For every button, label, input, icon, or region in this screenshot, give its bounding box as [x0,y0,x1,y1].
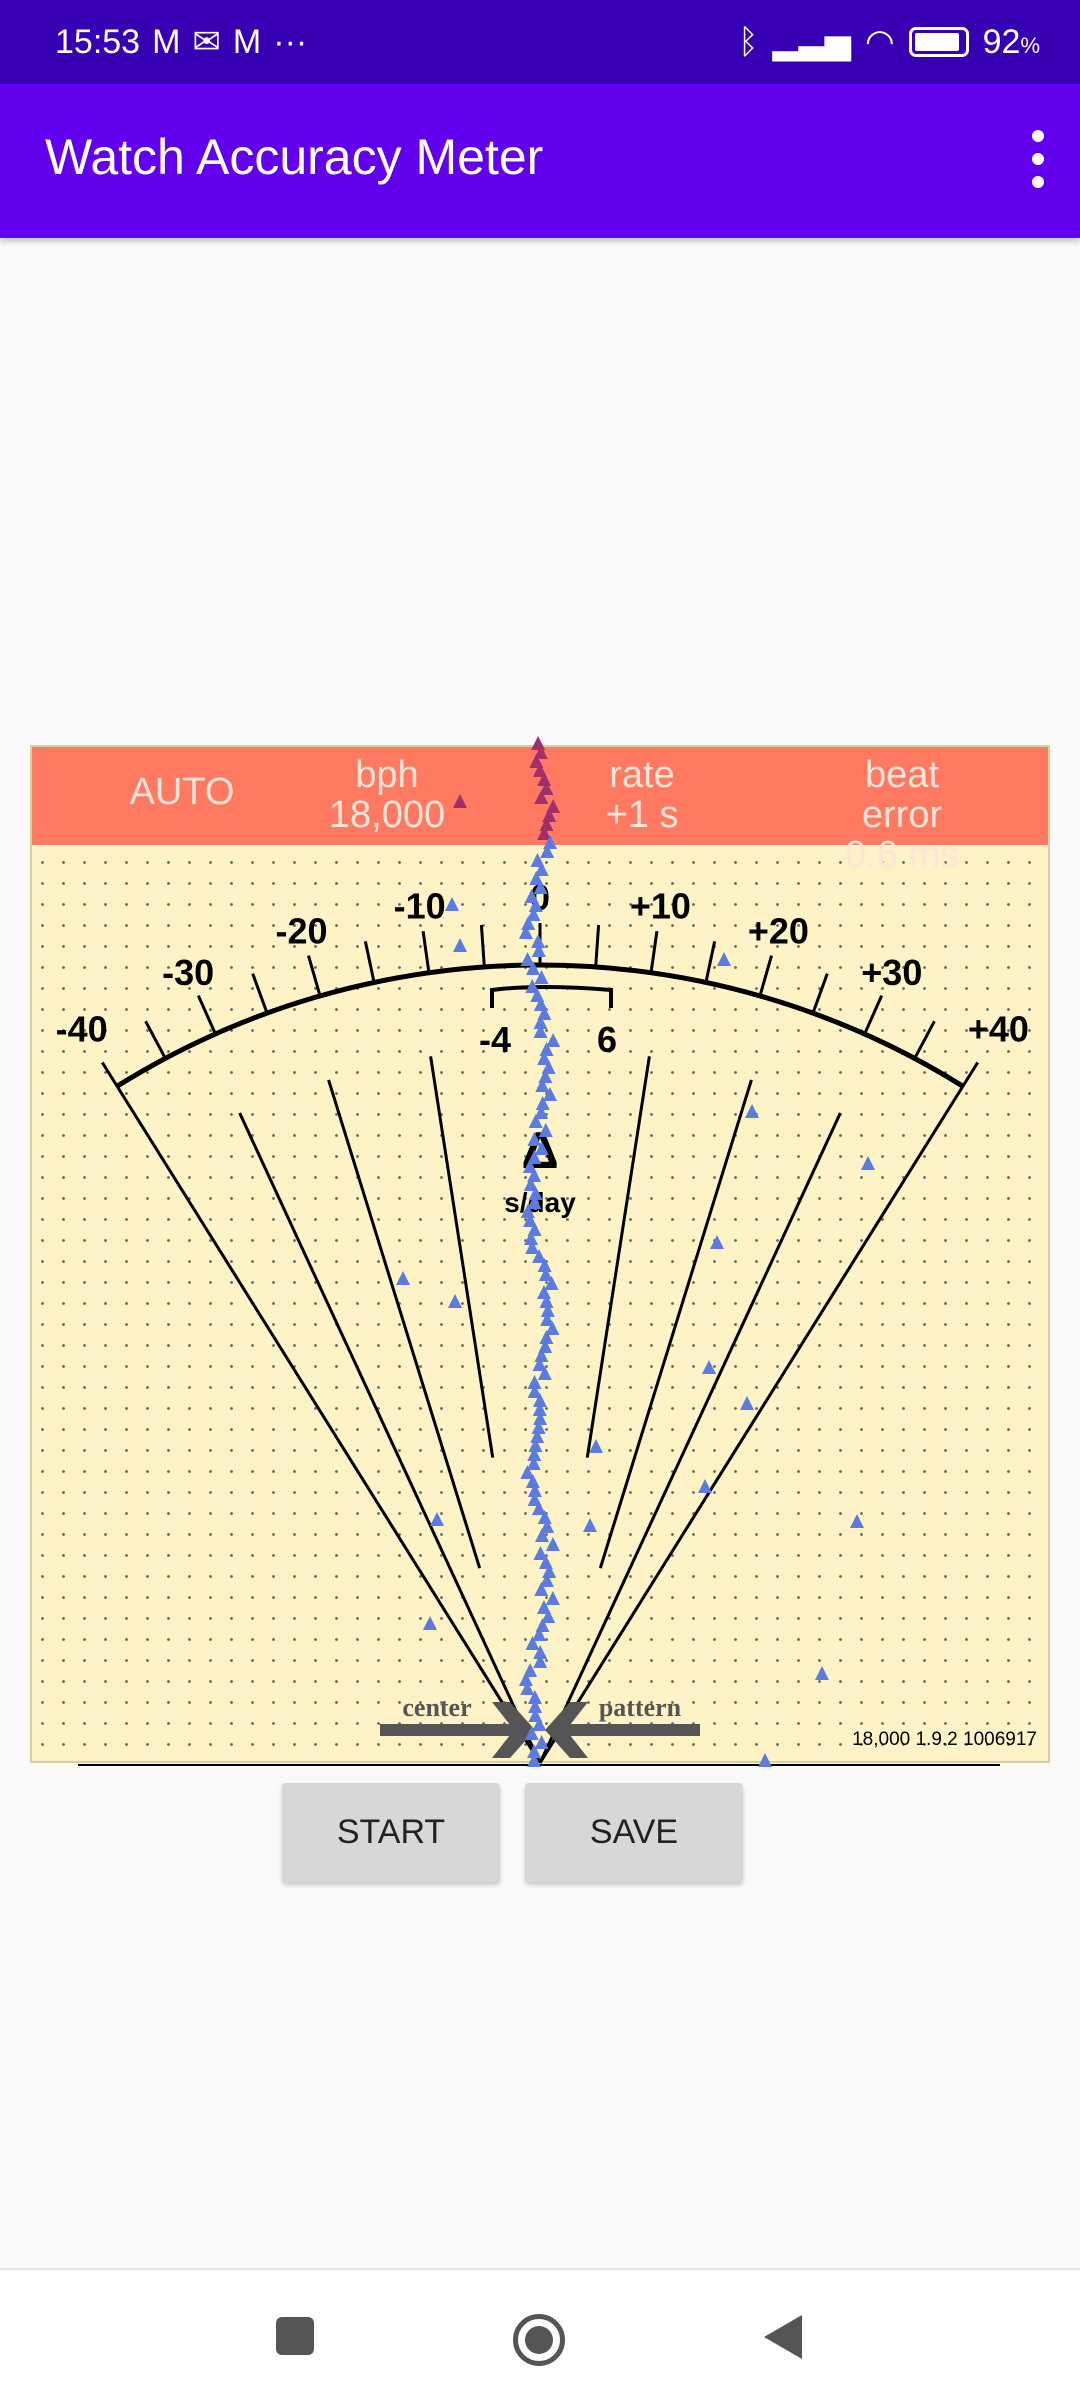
bph-readout: bph 18,000 [328,754,446,836]
meter-header: AUTO bph 18,000 rate +1 s beat error 0.6 ms [32,747,1048,875]
save-button[interactable]: SAVE [525,1783,743,1882]
rate-readout: rate +1 s [605,754,679,836]
signal-icon: ▂▃▅ [772,23,851,61]
outlook-icon: ✉ [192,23,221,61]
battery-icon [908,27,969,57]
start-button[interactable]: START [282,1783,500,1882]
app-title: Watch Accuracy Meter [45,129,544,185]
meter-panel: AUTO bph 18,000 rate +1 s beat error 0.6 ms [30,745,1050,1763]
overflow-menu-icon[interactable] [1018,124,1058,194]
gmail-icon: M [152,22,181,61]
beat-error-readout: beat error 0.6 ms [844,754,960,876]
home-button[interactable] [513,2314,565,2366]
wifi-icon: ◠ [864,23,895,61]
recents-button[interactable] [276,2317,314,2355]
navigation-bar [0,2268,1080,2400]
mode-label[interactable]: AUTO [129,771,235,813]
gmail-icon: M [232,22,262,61]
app-bar: Watch Accuracy Meter [0,84,1080,238]
back-button[interactable] [764,2315,802,2359]
clock: 15:53 [55,22,141,61]
bluetooth-icon: ᛒ [738,22,759,61]
status-bar: 15:53 M ✉ M ··· ᛒ ▂▃▅ ◠ 92% [0,0,1080,84]
battery-level: 92% [982,22,1040,61]
more-icon: ··· [273,22,308,61]
